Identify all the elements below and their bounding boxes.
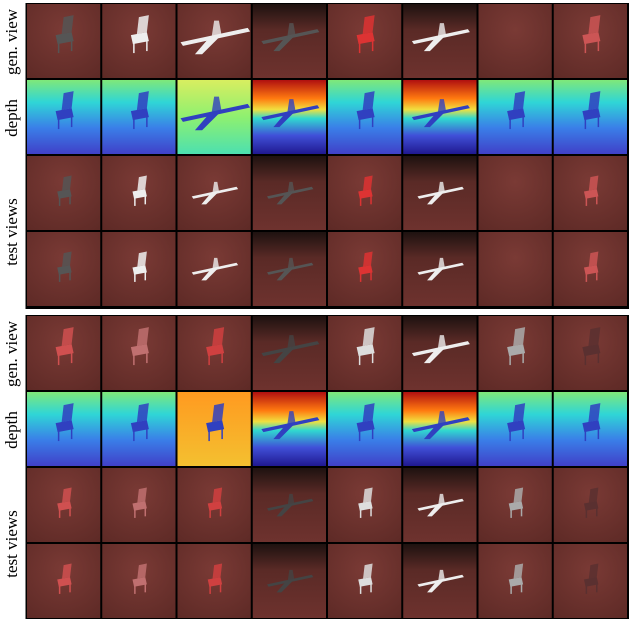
image-grid: gen. view depth test views gen. view depth te…: [2, 3, 629, 619]
image-cell: [554, 80, 627, 154]
image-cell: [27, 232, 100, 306]
image-cell: [27, 4, 100, 78]
image-cell: [178, 156, 251, 230]
image-cell: [554, 4, 627, 78]
image-cell: [403, 392, 476, 466]
page: gen. view depth test views gen. view depth te…: [0, 0, 629, 619]
image-cell: [102, 232, 175, 306]
image-cell: [479, 232, 552, 306]
row-label: depth: [2, 411, 21, 449]
image: [479, 232, 552, 306]
image-cell: [27, 80, 100, 154]
image-cell: [479, 80, 552, 154]
image-cell: [328, 392, 401, 466]
image-cell: [102, 316, 175, 390]
image-cell: [102, 392, 175, 466]
image-cell: [328, 232, 401, 306]
row-label: depth: [2, 99, 21, 137]
image-cell: [479, 468, 552, 542]
panel: gen. view depth test views: [2, 3, 629, 309]
image-cell: [253, 80, 326, 154]
image-cell: [403, 544, 476, 618]
panel: gen. view depth test views: [2, 315, 629, 619]
row-label: test views: [2, 510, 21, 578]
image-cell: [102, 544, 175, 618]
image-cell: [253, 392, 326, 466]
image-cell: [554, 544, 627, 618]
image-cell: [328, 468, 401, 542]
image-cell: [328, 544, 401, 618]
image-cell: [178, 468, 251, 542]
image-cell: [328, 156, 401, 230]
image-cell: [554, 316, 627, 390]
image-cell: [328, 80, 401, 154]
row-label: gen. view: [2, 320, 21, 387]
image-cell: [328, 4, 401, 78]
image-cell: [253, 468, 326, 542]
image-cell: [403, 80, 476, 154]
image-cell: [253, 232, 326, 306]
image-cell: [178, 316, 251, 390]
image-cell: [403, 156, 476, 230]
image-cell: [102, 80, 175, 154]
figure: gen. view depth test views gen. view depth te…: [0, 0, 629, 619]
image-cell: [403, 232, 476, 306]
image-cell: [253, 156, 326, 230]
image-cell: [479, 544, 552, 618]
image-cell: [27, 544, 100, 618]
image-cell: [27, 316, 100, 390]
image-cell: [27, 392, 100, 466]
image-cell: [178, 80, 251, 154]
image-cell: [178, 232, 251, 306]
image-cell: [403, 468, 476, 542]
image-cell: [554, 156, 627, 230]
image-cell: [554, 468, 627, 542]
image-cell: [328, 316, 401, 390]
image-cell: [479, 156, 552, 230]
image-cell: [253, 316, 326, 390]
image: [479, 4, 552, 78]
image-cell: [102, 156, 175, 230]
image-cell: [253, 544, 326, 618]
image-cell: [178, 392, 251, 466]
image-cell: [479, 4, 552, 78]
image-cell: [479, 392, 552, 466]
image-cell: [178, 544, 251, 618]
image-cell: [403, 316, 476, 390]
image-cell: [102, 468, 175, 542]
row-label: test views: [2, 198, 21, 266]
image-cell: [178, 4, 251, 78]
image-cell: [27, 468, 100, 542]
image-cell: [403, 4, 476, 78]
image-cell: [27, 156, 100, 230]
image-cell: [554, 392, 627, 466]
image-cell: [253, 4, 326, 78]
row-label: gen. view: [2, 8, 21, 75]
image-cell: [479, 316, 552, 390]
image: [479, 156, 552, 230]
image-cell: [554, 232, 627, 306]
image-cell: [102, 4, 175, 78]
